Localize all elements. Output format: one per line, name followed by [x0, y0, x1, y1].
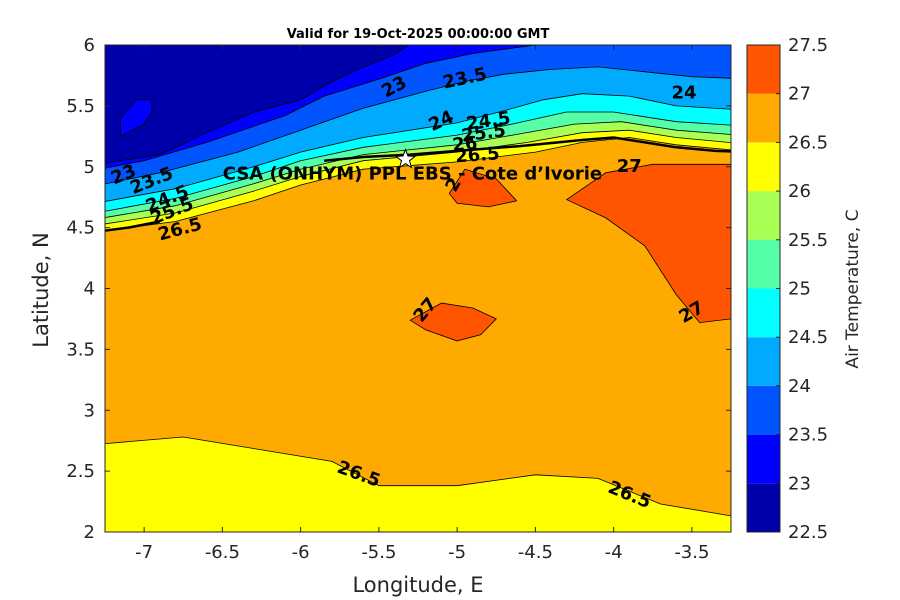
site-star-icon — [394, 147, 417, 169]
x-tick-label: -4.5 — [518, 542, 553, 563]
colorbar-tick-label: 23.5 — [788, 425, 828, 446]
y-tick-label: 3 — [84, 400, 95, 421]
colorbar-tick-label: 26.5 — [788, 132, 828, 153]
colorbar-swatch — [747, 93, 780, 143]
y-ticks: 2 2.5 3 3.5 4 4.5 5 5.5 6 — [66, 35, 731, 543]
x-tick-label: -5.5 — [361, 542, 396, 563]
colorbar-tick-label: 27.5 — [788, 35, 828, 56]
contour-band-26 — [105, 436, 731, 532]
y-tick-label: 5.5 — [66, 96, 95, 117]
colorbar-tick-label: 23 — [788, 473, 811, 494]
y-tick-label: 3.5 — [66, 339, 95, 360]
colorbar-swatch — [747, 337, 780, 386]
y-tick-label: 4.5 — [66, 218, 95, 239]
colorbar-swatch — [747, 288, 780, 338]
colorbar-swatch — [747, 434, 780, 484]
contour-band-27-east — [565, 163, 731, 324]
colorbar-tick-label: 27 — [788, 84, 811, 105]
colorbar-label: Air Temperature, C — [843, 209, 863, 368]
contour-band-27-north — [448, 168, 518, 208]
colorbar-tick-label: 25 — [788, 279, 811, 300]
colorbar-swatch — [747, 385, 780, 435]
colorbar: 22.5 23 23.5 24 24.5 25 25.5 26 26.5 27 27.5 — [746, 35, 828, 543]
contour-label: 26 — [452, 133, 479, 156]
chart-title: Valid for 19-Oct-2025 00:00:00 GMT — [287, 27, 550, 42]
y-tick-label: 2 — [84, 522, 95, 543]
x-tick-label: -4 — [605, 542, 623, 563]
contour-band-22.5 — [105, 45, 410, 164]
coastline — [323, 136, 731, 162]
colorbar-swatch — [747, 45, 780, 94]
y-tick-label: 2.5 — [66, 461, 95, 482]
contour-band-23-pocket — [120, 99, 153, 137]
y-tick-label: 4 — [84, 279, 95, 300]
x-tick-label: -5 — [448, 542, 466, 563]
colorbar-swatch — [747, 142, 780, 192]
contour-band-27-center — [409, 302, 497, 342]
x-axis-label: Longitude, E — [352, 573, 483, 597]
colorbar-tick-label: 22.5 — [788, 522, 828, 543]
contour-label: 27 — [617, 156, 642, 177]
site-marker-group: CSA (ONHYM) PPL EBS - Cote d’Ivorie — [223, 147, 602, 184]
colorbar-tick-label: 25.5 — [788, 230, 828, 251]
colorbar-tick-label: 24.5 — [788, 327, 828, 348]
x-tick-label: -3.5 — [674, 542, 709, 563]
x-tick-label: -7 — [135, 542, 153, 563]
y-tick-label: 6 — [84, 35, 95, 56]
colorbar-swatch — [747, 239, 780, 289]
colorbar-swatch — [747, 191, 780, 240]
colorbar-tick-label: 26 — [788, 181, 811, 202]
coastline-west — [105, 220, 161, 232]
site-label: CSA (ONHYM) PPL EBS - Cote d’Ivorie — [223, 163, 602, 184]
y-tick-label: 5 — [84, 157, 95, 178]
x-tick-label: -6.5 — [205, 542, 240, 563]
x-tick-label: -6 — [292, 542, 310, 563]
colorbar-tick-label: 24 — [788, 376, 811, 397]
contour-label: 24 — [672, 83, 697, 104]
contour-fill-area — [105, 45, 731, 532]
colorbar-swatch — [747, 483, 780, 532]
x-ticks: -7 -6.5 -6 -5.5 -5 -4.5 -4 -3.5 — [135, 45, 709, 563]
y-axis-label: Latitude, N — [29, 232, 53, 348]
contour-label: 26.5 — [455, 143, 501, 167]
